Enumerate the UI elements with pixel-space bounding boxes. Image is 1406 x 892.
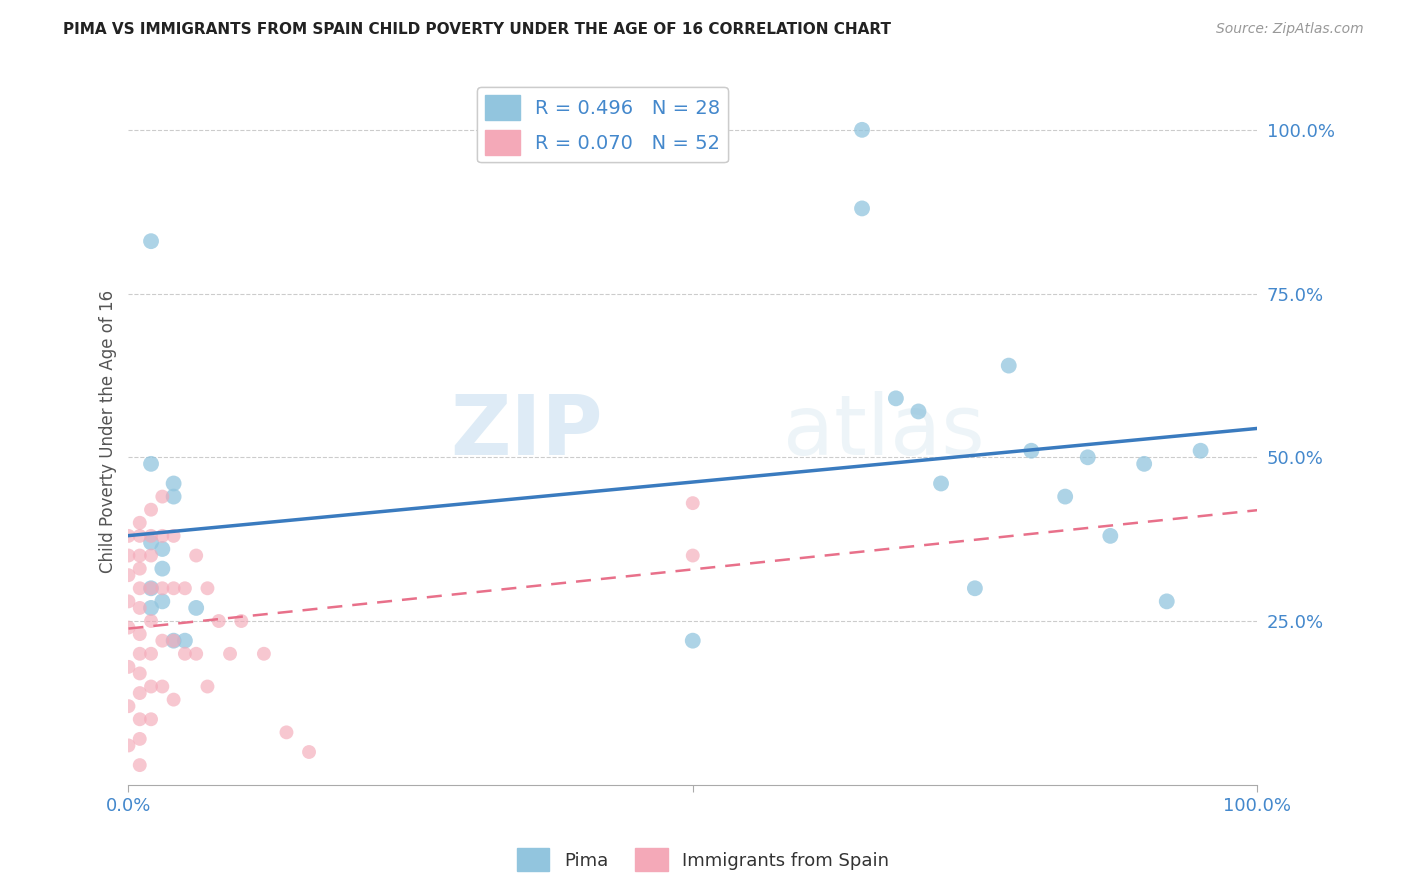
Point xyxy=(253,647,276,661)
Point xyxy=(851,123,873,137)
Point xyxy=(139,549,162,563)
Point xyxy=(162,633,184,648)
Point xyxy=(197,582,219,596)
Point xyxy=(851,202,873,216)
Text: atlas: atlas xyxy=(783,391,984,472)
Point xyxy=(128,516,150,530)
Point xyxy=(117,529,139,543)
Point xyxy=(139,457,162,471)
Point xyxy=(117,568,139,582)
Text: Source: ZipAtlas.com: Source: ZipAtlas.com xyxy=(1216,22,1364,37)
Point xyxy=(1133,457,1156,471)
Point xyxy=(128,758,150,772)
Point xyxy=(197,680,219,694)
Point xyxy=(117,739,139,753)
Point xyxy=(1099,529,1122,543)
Point xyxy=(139,234,162,248)
Point xyxy=(208,614,231,628)
Point xyxy=(139,601,162,615)
Point xyxy=(139,680,162,694)
Point xyxy=(150,561,173,575)
Point xyxy=(186,549,208,563)
Point xyxy=(117,660,139,674)
Point xyxy=(139,535,162,549)
Point xyxy=(139,502,162,516)
Point xyxy=(128,529,150,543)
Point xyxy=(186,601,208,615)
Point xyxy=(139,582,162,596)
Point xyxy=(139,582,162,596)
Legend: Pima, Immigrants from Spain: Pima, Immigrants from Spain xyxy=(509,841,897,879)
Point xyxy=(117,621,139,635)
Point xyxy=(128,647,150,661)
Point xyxy=(162,476,184,491)
Point xyxy=(907,404,929,418)
Point xyxy=(186,647,208,661)
Point xyxy=(150,529,173,543)
Point xyxy=(117,549,139,563)
Point xyxy=(682,633,704,648)
Point xyxy=(298,745,321,759)
Point xyxy=(117,594,139,608)
Point xyxy=(162,692,184,706)
Point xyxy=(139,529,162,543)
Point xyxy=(139,614,162,628)
Point xyxy=(128,561,150,575)
Point xyxy=(174,647,197,661)
Legend: R = 0.496   N = 28, R = 0.070   N = 52: R = 0.496 N = 28, R = 0.070 N = 52 xyxy=(477,87,728,162)
Point xyxy=(128,686,150,700)
Point xyxy=(682,549,704,563)
Point xyxy=(884,392,907,406)
Text: PIMA VS IMMIGRANTS FROM SPAIN CHILD POVERTY UNDER THE AGE OF 16 CORRELATION CHAR: PIMA VS IMMIGRANTS FROM SPAIN CHILD POVE… xyxy=(63,22,891,37)
Point xyxy=(150,633,173,648)
Point xyxy=(139,712,162,726)
Point xyxy=(1054,490,1077,504)
Point xyxy=(963,582,986,596)
Point xyxy=(162,633,184,648)
Point xyxy=(231,614,253,628)
Point xyxy=(682,496,704,510)
Point xyxy=(128,627,150,641)
Point xyxy=(1077,450,1099,465)
Point xyxy=(150,490,173,504)
Point xyxy=(162,582,184,596)
Point xyxy=(997,359,1019,373)
Text: ZIP: ZIP xyxy=(450,391,602,472)
Y-axis label: Child Poverty Under the Age of 16: Child Poverty Under the Age of 16 xyxy=(100,290,117,573)
Point xyxy=(150,541,173,556)
Point xyxy=(1189,443,1212,458)
Point xyxy=(128,601,150,615)
Point xyxy=(276,725,298,739)
Point xyxy=(150,680,173,694)
Point xyxy=(150,582,173,596)
Point xyxy=(174,582,197,596)
Point xyxy=(162,490,184,504)
Point xyxy=(174,633,197,648)
Point xyxy=(128,712,150,726)
Point xyxy=(162,529,184,543)
Point xyxy=(150,594,173,608)
Point xyxy=(128,666,150,681)
Point xyxy=(128,549,150,563)
Point xyxy=(128,731,150,746)
Point xyxy=(1021,443,1043,458)
Point xyxy=(128,582,150,596)
Point xyxy=(139,647,162,661)
Point xyxy=(117,699,139,714)
Point xyxy=(219,647,242,661)
Point xyxy=(1156,594,1178,608)
Point xyxy=(929,476,952,491)
